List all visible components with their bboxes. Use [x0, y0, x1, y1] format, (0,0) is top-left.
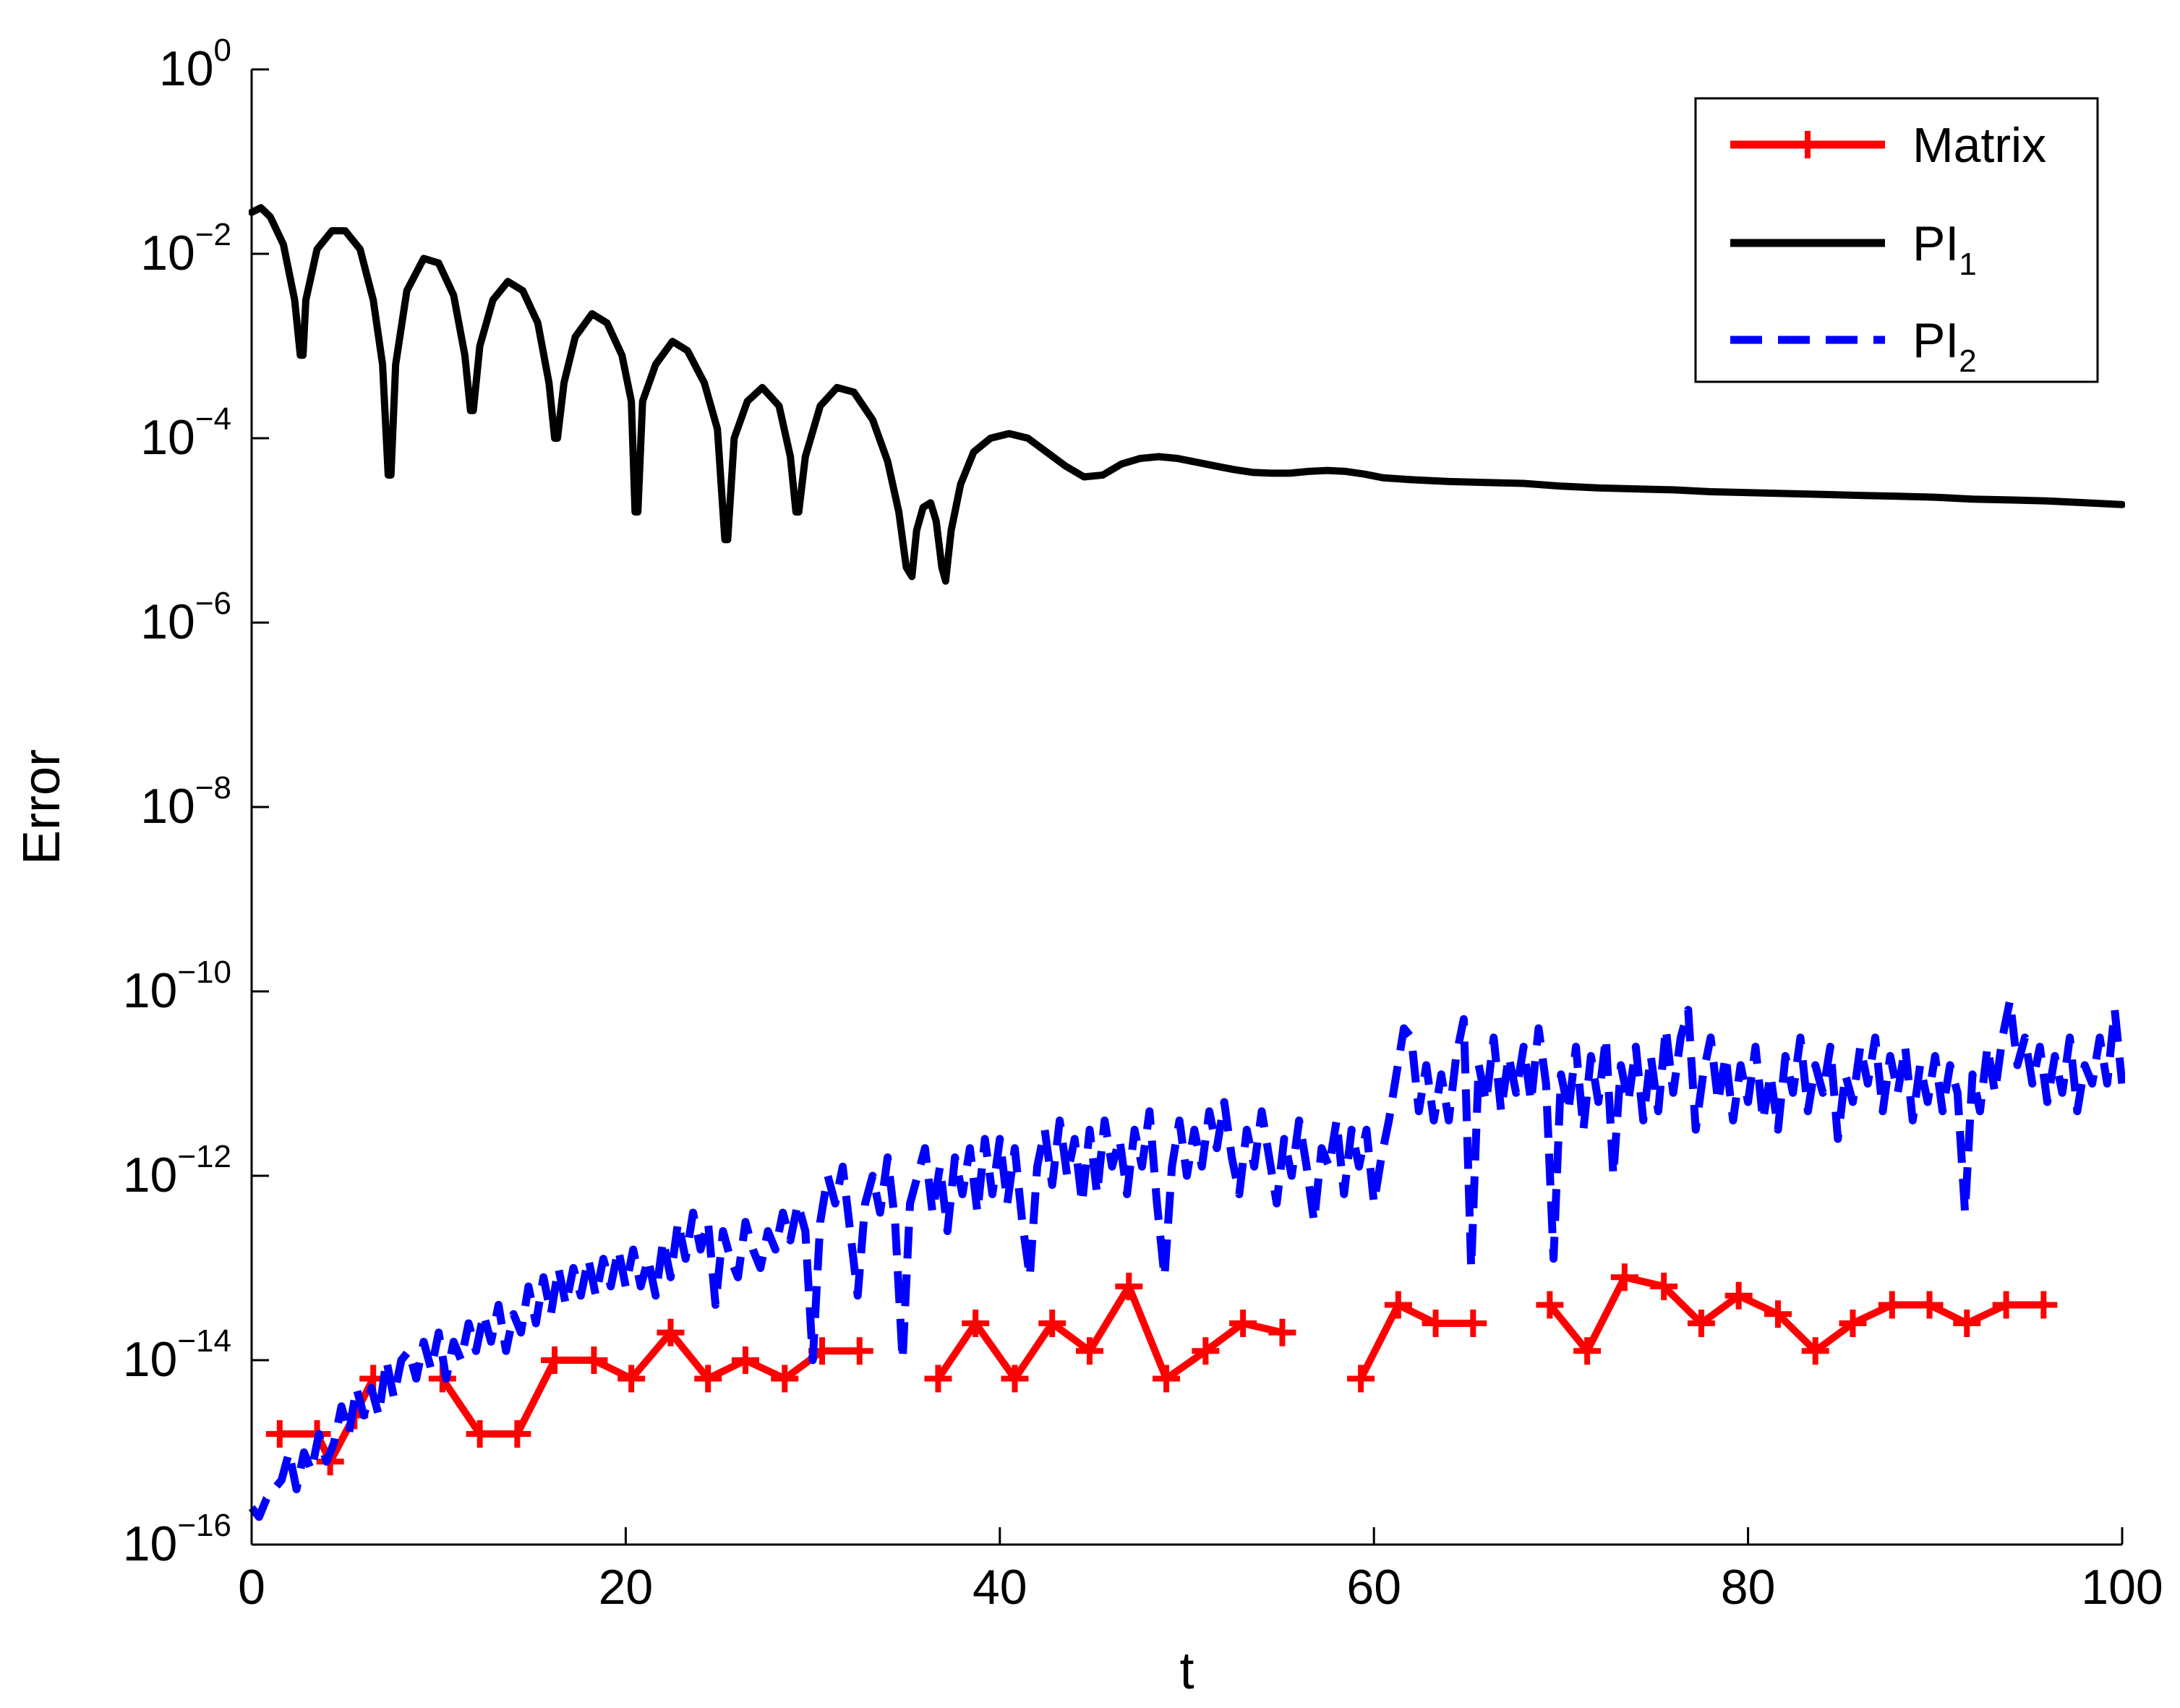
x-tick-label: 100 [2081, 1560, 2163, 1615]
y-tick-label: 10−12 [123, 1139, 231, 1203]
y-tick-label: 10−16 [123, 1508, 231, 1571]
tick-labels: 0 20 40 60 80 100 100 10−2 10−4 10−6 10−8 10−10 10−1… [123, 33, 2163, 1615]
series-line [249, 204, 2125, 585]
data-point-marker [771, 1365, 799, 1393]
x-tick-label: 0 [238, 1560, 265, 1615]
data-point-marker [924, 1365, 952, 1393]
legend-label: PI1 [1912, 216, 1977, 282]
plot-area [249, 204, 2125, 1521]
data-point-marker [1075, 1337, 1103, 1365]
y-tick-label: 10−4 [140, 401, 231, 465]
legend: Matrix PI1 PI2 [1694, 97, 2099, 383]
data-point-marker [1536, 1291, 1564, 1319]
series-2 [249, 204, 2125, 585]
y-tick-label: 10−14 [123, 1323, 231, 1387]
data-point-marker [580, 1346, 608, 1374]
x-tick-label: 20 [599, 1560, 654, 1615]
x-tick-label: 40 [973, 1560, 1027, 1615]
series-3 [249, 996, 2125, 1521]
data-point-marker [541, 1346, 569, 1374]
data-point-marker [1115, 1273, 1143, 1300]
legend-marker [1794, 131, 1821, 158]
x-axis-label: t [1179, 1642, 1194, 1700]
y-tick-label: 10−2 [140, 217, 231, 281]
axes [250, 68, 2124, 1546]
data-point-marker [1192, 1337, 1220, 1365]
data-point-marker [1153, 1365, 1181, 1393]
data-point-marker [1650, 1273, 1678, 1300]
series-line [934, 1283, 1286, 1383]
data-point-marker [731, 1346, 759, 1374]
legend-label: Matrix [1912, 118, 2046, 173]
data-point-marker [1573, 1337, 1602, 1365]
y-tick-label: 10−8 [140, 770, 231, 834]
x-tick-label: 60 [1346, 1560, 1401, 1615]
data-point-marker [1384, 1291, 1412, 1319]
data-point-marker [1459, 1310, 1487, 1337]
data-point-marker [962, 1310, 990, 1337]
data-point-marker [503, 1420, 531, 1448]
data-point-marker [694, 1365, 722, 1393]
data-point-marker [1001, 1365, 1029, 1393]
data-point-marker [2030, 1291, 2058, 1319]
data-point-marker [1839, 1310, 1867, 1337]
data-point-marker [1915, 1291, 1944, 1319]
data-point-marker [1764, 1300, 1792, 1328]
data-point-marker [1992, 1291, 2020, 1319]
x-tick-label: 80 [1721, 1560, 1776, 1615]
data-point-marker [1610, 1263, 1638, 1291]
y-tick-label: 10−6 [140, 586, 231, 649]
data-point-marker [1038, 1310, 1067, 1337]
data-point-marker [1878, 1291, 1906, 1319]
data-point-marker [1229, 1310, 1257, 1337]
series-line [1357, 1301, 1477, 1383]
data-point-marker [845, 1337, 873, 1365]
data-point-marker [265, 1420, 294, 1448]
series-layer [249, 204, 2125, 1521]
data-point-marker [1422, 1310, 1450, 1337]
data-point-marker [1347, 1365, 1375, 1393]
legend-label: PI2 [1912, 313, 1977, 379]
data-point-marker [1268, 1318, 1296, 1346]
y-axis-label: Error [13, 749, 71, 865]
y-tick-label: 10−10 [123, 955, 231, 1018]
data-point-marker [1801, 1337, 1829, 1365]
data-point-marker [657, 1318, 685, 1346]
data-point-marker [466, 1420, 494, 1448]
y-tick-label: 100 [159, 33, 231, 96]
data-point-marker [1687, 1310, 1715, 1337]
data-point-marker [1724, 1281, 1753, 1310]
data-point-marker [1953, 1310, 1981, 1337]
data-point-marker [617, 1365, 646, 1393]
series-line [249, 996, 2125, 1521]
